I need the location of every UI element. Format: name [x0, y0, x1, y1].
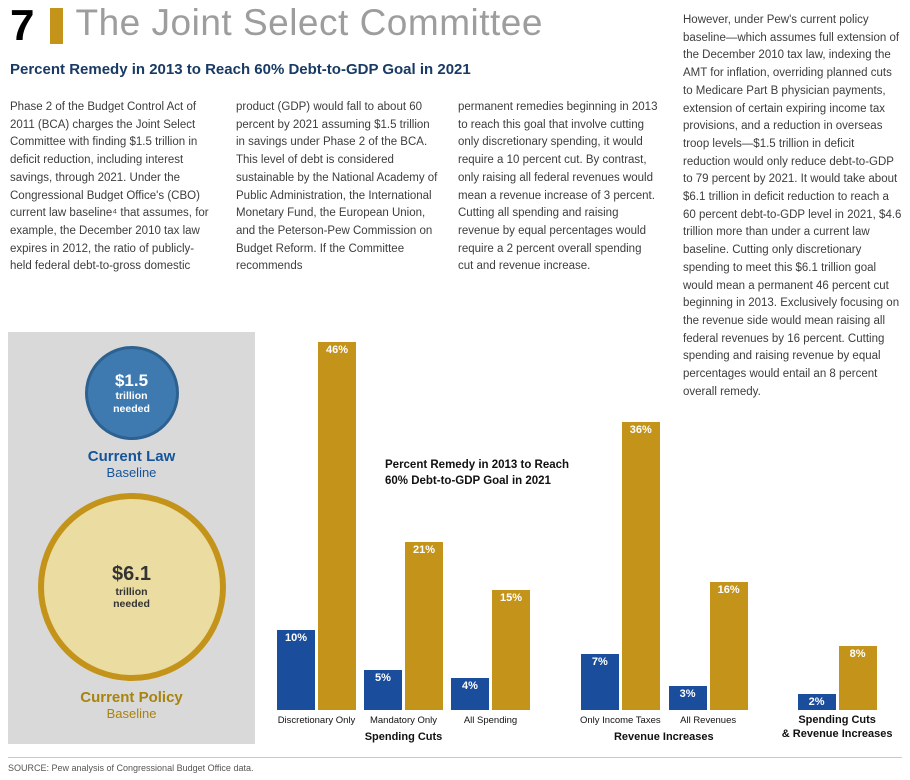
chart-plot-area: 10% 46% Discretionary Only 5% 21% Mandatory O… — [277, 338, 902, 743]
chart-section: 7% 36% Only Income Taxes 3% 16% All Revenues R… — [580, 338, 748, 743]
current-policy-label-main: Current Policy — [80, 688, 183, 706]
current-law-value: $1.5 — [114, 370, 149, 390]
current-law-circle: $1.5 trillion needed — [84, 346, 179, 440]
bar-value-label: 15% — [499, 592, 523, 604]
current-policy-line2: needed — [113, 598, 150, 611]
bar-category-label: Only Income Taxes — [580, 715, 661, 726]
bar-value-label: 10% — [284, 632, 308, 644]
chart-section: 10% 46% Discretionary Only 5% 21% Mandatory O… — [277, 338, 530, 743]
bar-value-label: 5% — [375, 672, 391, 684]
current-law-label-sub: Baseline — [106, 465, 157, 481]
bar-current-law-baseline: 4% — [451, 678, 489, 710]
bar-current-law-baseline: 5% — [364, 670, 402, 710]
page-header: 7 The Joint Select Committee — [10, 1, 543, 50]
current-law-line2: needed — [113, 402, 150, 415]
body-column-2: product (GDP) would fall to about 60 per… — [236, 101, 438, 273]
bar-group: 7% 36% Only Income Taxes — [580, 338, 661, 728]
source-note: SOURCE: Pew analysis of Congressional Bu… — [8, 763, 254, 773]
chart-section: 2% 8% Spending Cuts & Revenue Increases — [782, 338, 892, 740]
bar-value-label: 46% — [325, 344, 349, 356]
bar-value-label: 16% — [717, 584, 740, 596]
bar-value-label: 4% — [462, 680, 478, 692]
gold-accent-bar-icon — [50, 8, 64, 44]
bar-group: 3% 16% All Revenues — [668, 338, 748, 728]
current-policy-value: $6.1 — [112, 562, 151, 585]
bar-current-policy-baseline: 46% — [318, 342, 356, 710]
page-subtitle: Percent Remedy in 2013 to Reach 60% Debt… — [10, 61, 471, 78]
bar-group: 5% 21% Mandatory Only — [364, 338, 443, 728]
current-law-line1: trillion — [115, 390, 148, 403]
bar-category-label: All Revenues — [680, 715, 737, 726]
figure-number: 7 — [10, 1, 35, 50]
bar-current-policy-baseline: 36% — [621, 422, 660, 710]
bar-value-label: 8% — [849, 648, 866, 660]
footer-divider — [8, 757, 902, 758]
chart-section-label: Spending Cuts — [364, 731, 443, 743]
chart-title-line2: 60% Debt-to-GDP Goal in 2021 — [385, 474, 551, 487]
bar-group: 10% 46% Discretionary Only — [277, 338, 356, 728]
current-policy-line1: trillion — [115, 585, 148, 598]
bar-current-policy-baseline: 15% — [492, 590, 530, 710]
bar-category-label: Mandatory Only — [369, 715, 438, 726]
bar-value-label: 36% — [629, 424, 652, 436]
bar-current-law-baseline: 3% — [668, 686, 707, 710]
body-column-1: Phase 2 of the Budget Control Act of 201… — [10, 101, 209, 273]
chart-title-line1: Percent Remedy in 2013 to Reach — [385, 459, 570, 471]
bar-chart: Percent Remedy in 2013 to Reach 60% Debt… — [277, 338, 902, 750]
body-column-3: permanent remedies beginning in 2013 to … — [458, 101, 658, 273]
chart-section-label: Revenue Increases — [613, 731, 714, 743]
current-policy-label-sub: Baseline — [106, 706, 157, 722]
chart-section-label: Spending Cuts & Revenue Increases — [781, 714, 893, 741]
page-title: The Joint Select Committee — [75, 2, 543, 43]
chart-title: Percent Remedy in 2013 to Reach 60% Debt… — [385, 458, 569, 489]
current-law-label: Current Law Baseline — [88, 448, 176, 481]
current-policy-label: Current Policy Baseline — [80, 689, 183, 722]
current-law-label-main: Current Law — [87, 448, 176, 465]
current-policy-circle: $6.1 trillion needed — [37, 492, 226, 681]
bar-value-label: 21% — [412, 544, 436, 556]
bar-category-label: All Spending — [463, 715, 518, 726]
bar-current-policy-baseline: 8% — [838, 646, 877, 710]
bar-current-policy-baseline: 16% — [709, 582, 748, 710]
bar-current-law-baseline: 10% — [277, 630, 315, 710]
bar-category-label: Discretionary Only — [277, 715, 356, 726]
bar-value-label: 3% — [679, 688, 696, 700]
bar-group: 4% 15% All Spending — [451, 338, 530, 728]
body-column-right: However, under Pew's current policy base… — [683, 14, 902, 398]
bar-value-label: 7% — [591, 656, 608, 668]
bar-current-law-baseline: 2% — [797, 694, 836, 710]
bar-value-label: 2% — [808, 696, 825, 708]
bar-current-policy-baseline: 21% — [405, 542, 443, 710]
bar-group: 2% 8% — [797, 338, 877, 728]
baseline-panel: $1.5 trillion needed Current Law Baselin… — [8, 332, 255, 744]
bar-current-law-baseline: 7% — [580, 654, 619, 710]
